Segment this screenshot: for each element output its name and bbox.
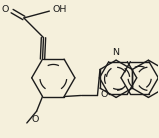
Text: N: N: [113, 48, 120, 57]
Text: O: O: [100, 90, 108, 99]
Text: OH: OH: [52, 5, 67, 14]
Text: O: O: [2, 5, 9, 14]
Text: O: O: [32, 115, 39, 124]
